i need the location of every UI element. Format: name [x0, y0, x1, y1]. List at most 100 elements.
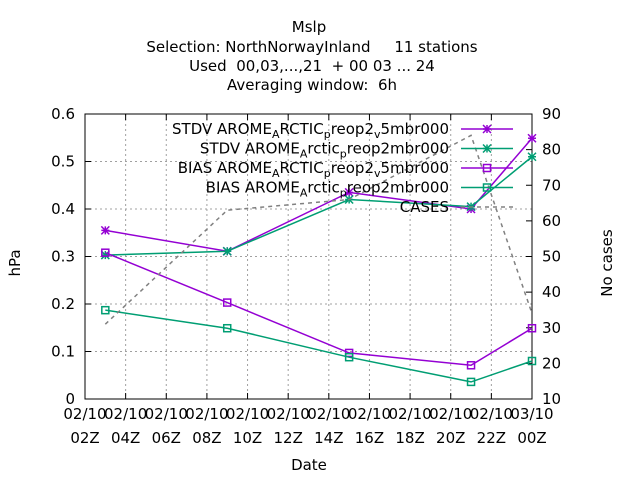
legend-label-part: reop2mbr000	[347, 140, 449, 158]
x-tick-label-date: 02/10	[470, 405, 513, 423]
y-tick-label: 0.2	[51, 295, 75, 313]
data-point	[100, 250, 110, 260]
x-tick-label-date: 02/10	[63, 405, 106, 423]
legend-label-part: STDV AROME	[172, 120, 272, 138]
legend-label-part: v	[374, 128, 381, 141]
data-point	[344, 352, 354, 362]
legend-label-part: 5mbr000	[381, 159, 449, 177]
data-point	[466, 361, 476, 370]
data-point	[100, 225, 110, 235]
x-tick-label-date: 02/10	[226, 405, 269, 423]
legend-label-part: A	[300, 148, 308, 161]
y2-tick-label: 40	[542, 283, 561, 301]
legend-label-part: BIAS AROME	[178, 159, 272, 177]
legend-label-part: reop2	[331, 120, 374, 138]
y2-tick-label: 30	[542, 319, 561, 337]
y2-tick-label: 70	[542, 176, 561, 194]
x-tick-label-hour: 16Z	[355, 429, 384, 447]
x-tick-label-date: 02/10	[185, 405, 228, 423]
legend-label: STDV AROMEArcticpreop2mbr000	[200, 140, 449, 161]
x-tick-label-date: 02/10	[104, 405, 147, 423]
legend-sample-marker	[482, 163, 492, 173]
x-tick-label-date: 02/10	[429, 405, 472, 423]
y2-tick-label: 60	[542, 212, 561, 230]
legend-label-part: rctic	[307, 140, 339, 158]
x-tick-label-date: 02/10	[348, 405, 391, 423]
y-axis-label: hPa	[6, 249, 24, 276]
x-tick-label-date: 02/10	[267, 405, 310, 423]
chart-title-line-3: Used 00,03,...,21 + 00 03 ... 24	[189, 57, 435, 75]
chart-title-line-2: Selection: NorthNorwayInland 11 stations	[146, 38, 477, 56]
axes	[84, 113, 533, 400]
x-tick-label-hour: 02Z	[70, 429, 99, 447]
x-tick-label-date: 03/10	[510, 405, 553, 423]
x-tick-label-hour: 06Z	[152, 429, 181, 447]
chart-title: Mslp Selection: NorthNorwayInland 11 sta…	[146, 18, 477, 94]
x-tick-label-hour: 20Z	[436, 429, 465, 447]
x-tick-label-date: 02/10	[388, 405, 431, 423]
data-point	[527, 152, 537, 162]
y-tick-label: 0	[65, 390, 75, 408]
data-point	[466, 377, 476, 387]
x-tick-label-hour: 18Z	[395, 429, 424, 447]
legend-sample-marker	[482, 143, 492, 154]
legend-label-part: BIAS AROME	[206, 179, 300, 197]
data-point	[222, 246, 232, 256]
x-tick-label-hour: 08Z	[192, 429, 221, 447]
legend-label-part: p	[324, 128, 331, 141]
series-line-3	[105, 252, 533, 367]
y2-tick-label: 10	[542, 390, 561, 408]
y-tick-labels: 0 0.1 0.2 0.3 0.4 0.5 0.6	[51, 105, 75, 408]
x-tick-labels: 02/1002Z02/1004Z02/1006Z02/1008Z02/1010Z…	[63, 405, 553, 447]
plot-frame	[84, 113, 533, 400]
data-point	[527, 356, 537, 366]
series-line-4	[105, 309, 533, 383]
series	[100, 133, 537, 387]
y-tick-label: 0.6	[51, 105, 75, 123]
legend-label-part: reop2mbr000	[347, 179, 449, 197]
legend-label-part: 5mbr000	[381, 120, 449, 138]
legend-sample-marker	[482, 183, 492, 192]
data-point	[527, 133, 537, 143]
data-point	[222, 298, 232, 307]
y2-tick-label: 50	[542, 248, 561, 266]
legend-label-part: p	[324, 167, 331, 180]
y-tick-label: 0.5	[51, 153, 75, 171]
legend-label-part: p	[340, 148, 347, 161]
legend-label-part: p	[340, 187, 347, 200]
legend-label-part: rctic	[307, 179, 339, 197]
data-point	[344, 348, 354, 358]
x-tick-label-date: 02/10	[145, 405, 188, 423]
data-point	[101, 305, 110, 315]
legend-label-part: RCTIC	[279, 120, 323, 138]
x-tick-label-hour: 12Z	[273, 429, 302, 447]
legend-label-part: RCTIC	[279, 159, 323, 177]
legend-label-part: CASES	[400, 198, 449, 216]
chart-title-line-1: Mslp	[292, 18, 326, 36]
data-point	[222, 323, 232, 333]
y-tick-label: 0.4	[51, 200, 75, 218]
y-tick-label: 0.1	[51, 343, 75, 361]
x-tick-label-hour: 04Z	[111, 429, 140, 447]
legend-sample-marker	[482, 124, 492, 134]
legend-label-part: A	[300, 187, 308, 200]
y2-tick-label: 90	[542, 105, 561, 123]
y2-tick-label: 20	[542, 354, 561, 372]
legend-label: BIAS AROMEArcticpreop2mbr000	[206, 179, 449, 200]
y2-tick-labels: 10 20 30 40 50 60 70 80 90	[542, 105, 561, 408]
legend-label-part: A	[272, 167, 280, 180]
y2-axis-label: No cases	[598, 229, 616, 297]
legend-label-part: A	[272, 128, 280, 141]
series-line-5	[104, 134, 533, 325]
x-tick-label-hour: 22Z	[477, 429, 506, 447]
x-tick-label-hour: 00Z	[517, 429, 546, 447]
legend-label-part: v	[374, 167, 381, 180]
data-point	[344, 187, 354, 197]
x-tick-label-hour: 14Z	[314, 429, 343, 447]
legend-label-part: STDV AROME	[200, 140, 300, 158]
x-tick-label-date: 02/10	[307, 405, 350, 423]
legend-label: CASES	[400, 198, 449, 216]
data-point	[527, 323, 537, 333]
